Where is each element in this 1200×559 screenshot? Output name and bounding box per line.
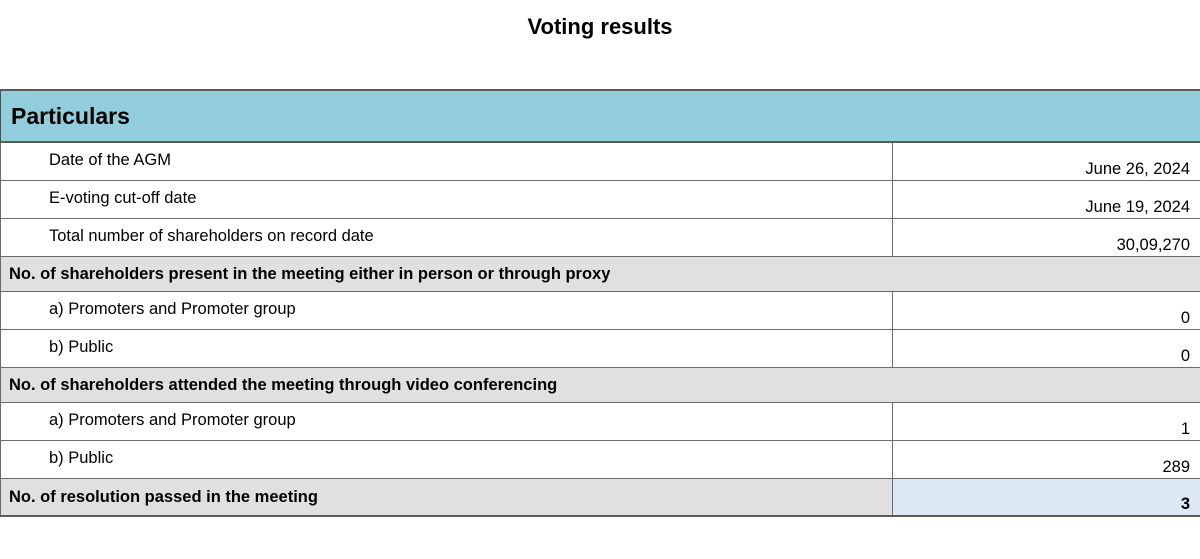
table-body: Particulars Date of the AGM June 26, 2024… bbox=[0, 89, 1200, 517]
row-label: b) Public bbox=[49, 338, 114, 356]
row-label-cell: No. of resolution passed in the meeting bbox=[0, 478, 893, 517]
header-cell-particulars: Particulars bbox=[0, 89, 1200, 143]
table-row: b) Public 289 bbox=[0, 440, 1200, 479]
page-title: Voting results bbox=[527, 14, 673, 39]
row-label: Total number of shareholders on record d… bbox=[49, 227, 374, 245]
row-label: Date of the AGM bbox=[49, 151, 171, 169]
voting-results-table: Particulars Date of the AGM June 26, 2024… bbox=[0, 89, 1200, 517]
row-value: 0 bbox=[1180, 347, 1190, 365]
row-label-cell: b) Public bbox=[0, 329, 893, 368]
row-value: 1 bbox=[1180, 420, 1190, 438]
table-header-row: Particulars bbox=[0, 89, 1200, 143]
table-row: Total number of shareholders on record d… bbox=[0, 218, 1200, 257]
row-label-cell: E-voting cut-off date bbox=[0, 180, 893, 219]
table-total-row: No. of resolution passed in the meeting 3 bbox=[0, 478, 1200, 517]
row-value-cell: 3 bbox=[892, 478, 1200, 517]
row-label-cell: b) Public bbox=[0, 440, 893, 479]
table-row: E-voting cut-off date June 19, 2024 bbox=[0, 180, 1200, 219]
row-value: 289 bbox=[1162, 458, 1190, 476]
row-value-cell: June 26, 2024 bbox=[892, 141, 1200, 181]
section-label: No. of shareholders present in the meeti… bbox=[9, 265, 611, 283]
row-value-cell: 30,09,270 bbox=[892, 218, 1200, 257]
row-value-cell: 0 bbox=[892, 329, 1200, 368]
row-label: a) Promoters and Promoter group bbox=[49, 411, 296, 429]
header-label-particulars: Particulars bbox=[11, 103, 130, 129]
row-value: 3 bbox=[1180, 495, 1190, 513]
row-label: No. of resolution passed in the meeting bbox=[9, 488, 318, 506]
section-cell: No. of shareholders present in the meeti… bbox=[0, 256, 1200, 292]
table-section-row: No. of shareholders attended the meeting… bbox=[0, 367, 1200, 403]
row-label: a) Promoters and Promoter group bbox=[49, 300, 296, 318]
row-value: June 19, 2024 bbox=[1085, 198, 1190, 216]
row-value: 0 bbox=[1180, 309, 1190, 327]
row-label-cell: a) Promoters and Promoter group bbox=[0, 291, 893, 330]
table-row: a) Promoters and Promoter group 1 bbox=[0, 402, 1200, 441]
row-label-cell: a) Promoters and Promoter group bbox=[0, 402, 893, 441]
section-label: No. of shareholders attended the meeting… bbox=[9, 376, 558, 394]
table-row: b) Public 0 bbox=[0, 329, 1200, 368]
section-cell: No. of shareholders attended the meeting… bbox=[0, 367, 1200, 403]
row-label: b) Public bbox=[49, 449, 114, 467]
table-row: a) Promoters and Promoter group 0 bbox=[0, 291, 1200, 330]
row-label-cell: Date of the AGM bbox=[0, 141, 893, 181]
row-value-cell: 1 bbox=[892, 402, 1200, 441]
row-label: E-voting cut-off date bbox=[49, 189, 197, 207]
table-row: Date of the AGM June 26, 2024 bbox=[0, 141, 1200, 181]
row-value-cell: 289 bbox=[892, 440, 1200, 479]
row-label-cell: Total number of shareholders on record d… bbox=[0, 218, 893, 257]
row-value: June 26, 2024 bbox=[1085, 160, 1190, 178]
row-value: 30,09,270 bbox=[1116, 236, 1190, 254]
table-section-row: No. of shareholders present in the meeti… bbox=[0, 256, 1200, 292]
voting-results-table-container: Particulars Date of the AGM June 26, 2024… bbox=[0, 89, 1200, 517]
row-value-cell: June 19, 2024 bbox=[892, 180, 1200, 219]
row-value-cell: 0 bbox=[892, 291, 1200, 330]
